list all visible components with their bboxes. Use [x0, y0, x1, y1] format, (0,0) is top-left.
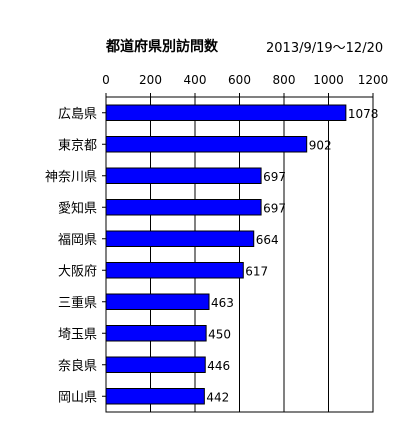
- data-label: 463: [211, 296, 234, 310]
- bar: [105, 325, 207, 342]
- data-label: 697: [263, 170, 286, 184]
- category-label: 神奈川県: [45, 170, 97, 185]
- x-tick-label: 1200: [358, 73, 389, 87]
- bar: [105, 167, 262, 184]
- bar: [105, 388, 205, 405]
- bar: [105, 199, 262, 216]
- category-label: 福岡県: [58, 233, 97, 248]
- x-tick-label: 0: [102, 73, 110, 87]
- x-axis-ticks: 0 200 400 600 800 1000 1200: [102, 73, 388, 87]
- data-label: 446: [207, 359, 230, 373]
- data-label: 617: [245, 264, 268, 278]
- bar: [105, 293, 210, 310]
- data-label: 450: [208, 327, 231, 341]
- x-tick-label: 1000: [313, 73, 344, 87]
- category-label: 広島県: [58, 107, 97, 122]
- data-label: 442: [206, 390, 229, 404]
- bars: [105, 104, 347, 405]
- bar: [105, 356, 206, 373]
- bar: [105, 230, 255, 247]
- x-tick-label: 400: [184, 73, 207, 87]
- data-label: 664: [256, 233, 279, 247]
- category-label: 大阪府: [58, 264, 97, 279]
- bar: [105, 136, 308, 153]
- data-label: 902: [309, 138, 332, 152]
- x-tick-label: 200: [139, 73, 162, 87]
- category-label: 埼玉県: [58, 327, 97, 342]
- data-label: 1078: [348, 107, 379, 121]
- bar: [105, 104, 347, 121]
- chart-title: 都道府県別訪問数: [106, 39, 218, 55]
- x-tick-label: 800: [273, 73, 296, 87]
- x-tick-label: 600: [228, 73, 251, 87]
- chart-subtitle: 2013/9/19～12/20: [266, 41, 384, 56]
- category-label: 愛知県: [58, 200, 97, 216]
- data-labels: 1078 902 697 697 664 617 463 450 446 442: [206, 107, 378, 405]
- category-label: 三重県: [58, 295, 97, 311]
- category-label: 岡山県: [58, 390, 97, 405]
- bar: [105, 262, 244, 279]
- category-label: 奈良県: [58, 358, 97, 374]
- data-label: 697: [263, 201, 286, 215]
- category-label: 東京都: [58, 137, 97, 153]
